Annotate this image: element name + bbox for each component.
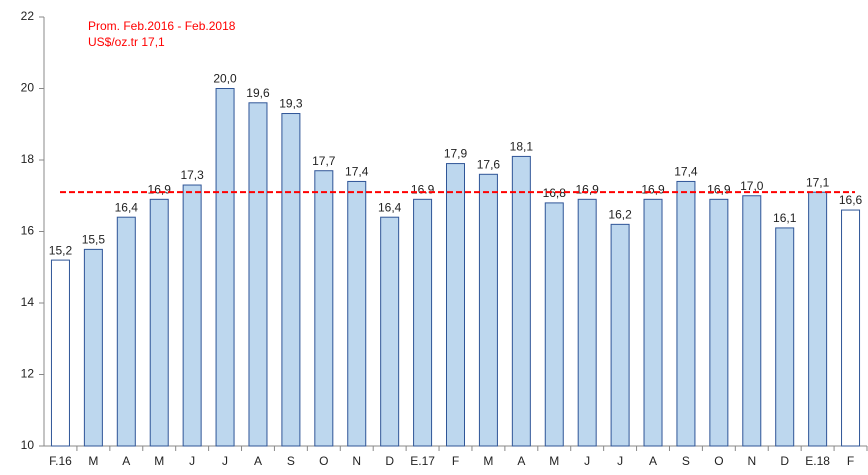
bar [281,113,301,447]
value-label: 16,4 [115,200,139,214]
x-tick-label: E.18 [805,454,830,468]
y-tick-label: 20 [21,81,35,95]
bar [413,198,433,447]
value-label: 19,6 [246,86,270,100]
x-tick-label: F [847,454,854,468]
reference-label: US$/oz.tr 17,1 [88,35,165,49]
value-label: 15,5 [82,233,106,247]
value-label: 16,2 [608,208,632,222]
bar [775,227,795,447]
x-tick-label: N [747,454,756,468]
value-label: 17,0 [740,179,764,193]
bar [149,198,169,447]
bar [742,195,762,447]
y-tick-label: 16 [21,224,35,238]
x-tick-label: O [714,454,723,468]
bar [643,198,663,447]
x-tick-label: M [88,454,98,468]
value-label: 17,7 [312,154,336,168]
value-label: 16,9 [641,182,665,196]
x-tick-label: M [549,454,559,468]
y-tick-label: 18 [21,152,35,166]
y-tick-label: 10 [21,438,35,452]
x-tick-label: F.16 [49,454,72,468]
value-label: 16,4 [378,200,402,214]
value-label: 20,0 [213,72,237,86]
x-tick-label: A [517,454,525,468]
bar [610,223,630,447]
x-tick-label: J [617,454,623,468]
bar [314,170,334,447]
bar [116,216,136,447]
x-tick-label: E.17 [410,454,435,468]
x-tick-label: F [452,454,459,468]
value-label: 18,1 [510,140,534,154]
x-tick-label: J [584,454,590,468]
bar [446,163,465,447]
bar [83,248,103,447]
value-label: 17,4 [674,165,698,179]
bar [347,180,367,447]
bar [478,173,498,447]
x-tick-label: D [385,454,394,468]
y-tick-label: 22 [21,9,35,23]
bar [709,198,729,447]
value-label: 16,9 [576,182,600,196]
bar [841,209,861,447]
x-tick-label: D [780,454,789,468]
bar [676,180,696,447]
x-tick-label: A [122,454,130,468]
bar [544,202,564,447]
bar [577,198,597,447]
x-tick-label: A [649,454,657,468]
bar [182,184,202,447]
value-label: 16,8 [543,186,567,200]
value-label: 15,2 [49,243,73,257]
x-tick-label: J [189,454,195,468]
x-tick-label: S [682,454,690,468]
x-tick-label: M [483,454,493,468]
value-label: 16,1 [773,211,797,225]
x-tick-label: S [287,454,295,468]
bar [380,216,400,447]
x-tick-label: M [154,454,164,468]
bar [248,102,268,447]
x-tick-label: N [352,454,361,468]
value-label: 17,1 [806,175,830,189]
value-label: 17,4 [345,165,369,179]
value-label: 16,9 [707,182,731,196]
value-label: 17,3 [180,168,204,182]
x-tick-label: O [319,454,328,468]
y-tick-label: 12 [21,367,35,381]
value-label: 16,6 [839,193,863,207]
value-label: 16,9 [148,182,172,196]
value-label: 17,6 [477,157,501,171]
reference-label: Prom. Feb.2016 - Feb.2018 [88,19,236,33]
x-tick-label: J [222,454,228,468]
bar [50,259,70,447]
bar [511,155,531,447]
x-tick-label: A [254,454,262,468]
value-label: 16.9 [411,182,435,196]
bar [808,191,828,447]
y-tick-label: 14 [21,295,35,309]
bar [215,88,235,447]
value-label: 19,3 [279,97,303,111]
value-label: 17,9 [444,147,468,161]
